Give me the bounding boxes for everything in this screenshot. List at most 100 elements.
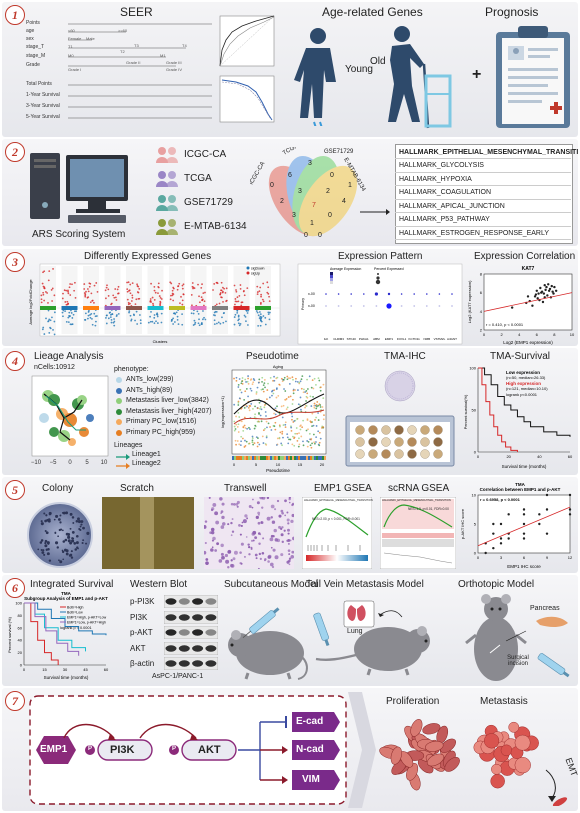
deg-point (75, 310, 78, 313)
transwell-cell (281, 526, 284, 529)
pseudotime-cell (281, 380, 284, 383)
deg-point (261, 298, 264, 301)
pseudotime-cell (248, 409, 251, 412)
pseudotime-cell (262, 388, 264, 391)
deg-point (236, 311, 239, 314)
pseudotime-cell (292, 378, 294, 381)
expr-title: Expression Pattern (338, 251, 423, 262)
colony-spot (75, 541, 79, 545)
pseudotime-cell (258, 413, 260, 415)
pseudotime-cell (292, 389, 295, 392)
pseudo-ylabel: log(expression+1) (220, 395, 225, 428)
deg-point (237, 322, 240, 325)
nomogram-row-label: age (26, 28, 35, 34)
deg-point (234, 300, 237, 303)
pseudotime-cell (249, 379, 252, 381)
nomogram-row-label: Grade (26, 62, 40, 68)
pseudotime-cell (260, 388, 263, 391)
pseudotime-cell (255, 391, 258, 393)
cohort-people-icon (156, 219, 178, 235)
transwell-cell (272, 535, 275, 538)
pseudotime-cell (291, 418, 293, 421)
deg-point (267, 286, 270, 289)
phenotype-label: ANTs_low(299) (126, 376, 174, 383)
venn-region-count: 0 (304, 232, 308, 239)
deg-point (83, 283, 86, 285)
deg-point (201, 299, 204, 302)
scatter-point (542, 292, 546, 295)
target-ncad: N-cad (296, 744, 324, 755)
deg-point (126, 288, 129, 290)
deg-point (67, 302, 70, 305)
pseudotime-cell (280, 405, 283, 408)
pseudotime-cell (233, 420, 236, 423)
transwell-cell (240, 524, 243, 528)
pseudotime-cell (307, 440, 310, 443)
deg-point (213, 323, 216, 325)
expr-dot (438, 305, 441, 307)
pseudotime-cell (273, 379, 276, 382)
transwell-cell (257, 511, 261, 515)
deg-point (246, 324, 249, 326)
deg-point (90, 292, 93, 295)
colony-spot (40, 549, 43, 552)
pseudotime-cell (269, 426, 271, 428)
transwell-cell (258, 514, 260, 516)
deg-point (171, 294, 174, 297)
scatter-point (540, 290, 544, 293)
deg-point (202, 310, 204, 312)
deg-title: Differently Expressed Genes (84, 251, 212, 262)
metastatic-cell (508, 721, 520, 733)
pseudotime-cell (259, 414, 262, 417)
deg-point (135, 310, 138, 313)
pseudotime-cell (250, 403, 253, 405)
deg-point (87, 290, 90, 293)
pseudotime-cell (295, 377, 297, 380)
pseudotime-cell (262, 390, 265, 393)
tma-core (381, 425, 391, 435)
deg-point (267, 313, 270, 316)
corr2-xlabel: EMP1 IHC score (507, 564, 541, 569)
pseudotime-cell (321, 406, 324, 408)
pseudotime-cell (247, 377, 250, 380)
pseudotime-cell (281, 432, 284, 435)
deg-point (109, 316, 112, 319)
deg-point (236, 296, 239, 299)
ars-label: ARS Scoring System (32, 229, 126, 240)
transwell-cell (220, 552, 224, 556)
deg-point (219, 322, 222, 325)
pseudotime-cell (239, 444, 242, 447)
transwell-cell (239, 551, 242, 554)
pseudotime-cell (309, 395, 312, 398)
tma-survival-title: TMA-Survival (490, 351, 551, 362)
pseudotime-cell (302, 440, 304, 443)
deg-point (239, 287, 242, 290)
deg-point (258, 311, 261, 313)
deg-point (243, 294, 246, 297)
pseudotime-cell (316, 405, 318, 408)
colony-spot (71, 516, 75, 519)
colony-spot (67, 535, 71, 539)
corr-xlabel: Log2 (EMP1 expression) (503, 340, 553, 345)
panel-1: 1 SEER Points age sex stage_T stage_M Grade To… (2, 2, 578, 137)
colony-spot (77, 517, 80, 521)
transwell-cell (288, 553, 291, 556)
pseudotime-cell (313, 377, 316, 380)
colony-spot (69, 512, 73, 516)
target-vim: VIM (302, 774, 320, 785)
pseudotime-cell (281, 416, 284, 419)
corr-subtitle: KAT7 (522, 266, 535, 272)
pseudotime-cell (318, 444, 321, 447)
km-y-tick: 0 (474, 450, 477, 455)
subcutaneous-title: Subcutaneous Model (224, 579, 318, 590)
pseudotime-cell (291, 415, 294, 418)
pseudotime-cell (254, 424, 257, 427)
deg-point (246, 287, 249, 289)
transwell-cell (257, 532, 261, 535)
pseudotime-cell (318, 431, 321, 434)
deg-cluster-band (169, 306, 185, 310)
pseudotime-cell (253, 442, 256, 444)
deg-point (105, 286, 108, 289)
deg-point (201, 283, 203, 286)
deg-point (137, 291, 140, 294)
